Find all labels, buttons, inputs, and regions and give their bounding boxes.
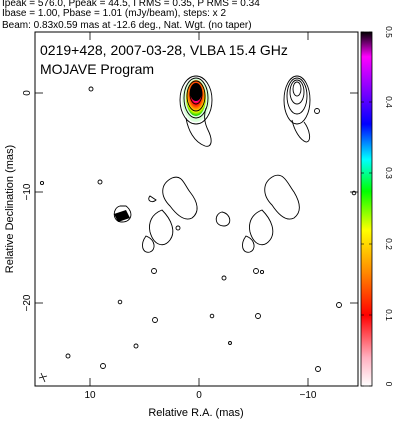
left-core-contours	[179, 75, 213, 147]
y-tick-label: 0	[22, 90, 33, 96]
x-tick-label: 10	[84, 390, 96, 401]
colorbar-tick-label: 0.3	[384, 167, 394, 179]
colorbar-tick-label: 0	[384, 382, 394, 387]
left-noise-contours	[39, 86, 227, 369]
colorbar-tick-label: 0.2	[384, 238, 394, 250]
y-tick-label: −10	[22, 183, 33, 200]
beam-marker	[38, 372, 48, 383]
y-axis-label: Relative Declination (mas)	[4, 145, 16, 273]
colorbar-tick-label: 0.4	[384, 96, 394, 108]
header-line-3: Beam: 0.83x0.59 mas at -12.6 deg., Nat. …	[2, 20, 252, 31]
left-jet-knot	[114, 210, 130, 222]
plot-title: 0219+428, 2007-03-28, VLBA 15.4 GHz	[40, 42, 288, 58]
right-noise-contours	[228, 108, 357, 372]
colorbar-ticks	[361, 31, 372, 387]
right-polarization-map	[215, 75, 357, 372]
header-line-2: Ibase = 1.00, Pbase = 1.01 (mJy/beam), s…	[2, 8, 226, 19]
axis-ticks	[35, 32, 358, 386]
colorbar	[360, 31, 373, 387]
left-intensity-map	[39, 75, 227, 369]
x-axis-label: Relative R.A. (mas)	[148, 407, 243, 419]
header-line-1: Ipeak = 576.0, Ppeak = 44.5, I RMS = 0.3…	[2, 0, 260, 9]
x-tick-label: −10	[300, 390, 317, 401]
left-jet-contours	[113, 176, 198, 253]
y-tick-label: −20	[22, 294, 33, 311]
left-core-color	[182, 78, 210, 122]
right-jet-contours	[215, 174, 300, 253]
colorbar-tick-label: 0.1	[384, 309, 394, 321]
plot-subtitle: MOJAVE Program	[40, 61, 154, 77]
right-core-contours	[283, 75, 311, 143]
colorbar-tick-label: 0.5	[384, 26, 394, 38]
x-tick-label: 0	[196, 390, 202, 401]
